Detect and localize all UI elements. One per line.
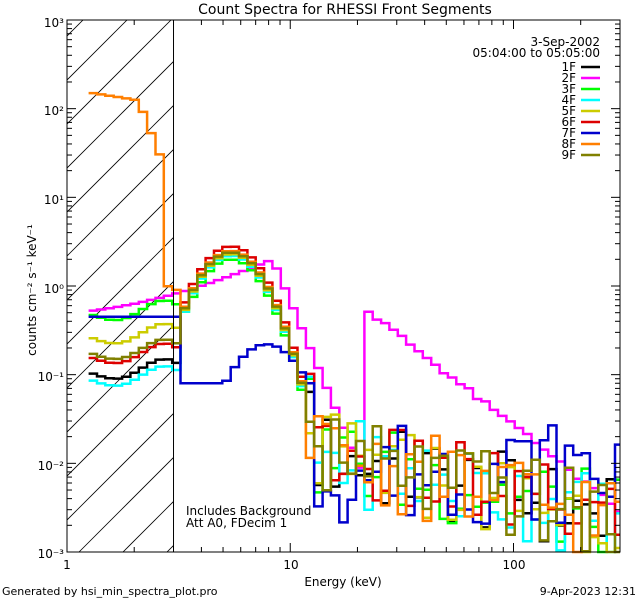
axis-ticks bbox=[66, 19, 621, 553]
y-tick-label-1e3: 10³ bbox=[44, 16, 64, 30]
y-axis-label: counts cm⁻² s⁻¹ keV⁻¹ bbox=[25, 224, 39, 356]
y-tick-label-1e2: 10² bbox=[44, 104, 64, 118]
plot-frame bbox=[66, 19, 621, 553]
legend-label-5f: 5F bbox=[561, 104, 576, 118]
legend-label-1f: 1F bbox=[561, 60, 576, 74]
hatch-line bbox=[67, 368, 174, 477]
annotation-attenuator: Att A0, FDecim 1 bbox=[186, 516, 287, 530]
excluded-energy-hatch bbox=[67, 20, 174, 552]
hatch-line bbox=[67, 20, 128, 81]
hatch-line bbox=[67, 20, 172, 125]
hatch-line bbox=[67, 236, 174, 345]
legend-label-2f: 2F bbox=[561, 71, 576, 85]
x-tick-label-10: 10 bbox=[283, 558, 298, 572]
y-tick-label-1e1: 10¹ bbox=[44, 193, 64, 207]
y-tick-label-1e-3: 10⁻³ bbox=[38, 547, 65, 561]
chart-title: Count Spectra for RHESSI Front Segments bbox=[198, 2, 492, 18]
annotation-background: Includes Background bbox=[186, 504, 311, 518]
y-tick-label-1e-1: 10⁻¹ bbox=[38, 370, 65, 384]
y-tick-label-1e0: 10⁰ bbox=[44, 282, 64, 296]
legend-label-3f: 3F bbox=[561, 82, 576, 96]
legend-label-6f: 6F bbox=[561, 115, 576, 129]
hatch-line bbox=[67, 192, 174, 301]
time-range-label: 05:04:00 to 05:05:00 bbox=[473, 46, 600, 60]
date-label: 3-Sep-2002 bbox=[531, 35, 600, 49]
x-axis-label: Energy (keV) bbox=[304, 575, 381, 589]
legend-label-7f: 7F bbox=[561, 126, 576, 140]
series-line-9f bbox=[88, 251, 620, 554]
hatch-line bbox=[67, 60, 174, 169]
hatch-line bbox=[67, 412, 174, 521]
legend-label-4f: 4F bbox=[561, 93, 576, 107]
footer-generated-by: Generated by hsi_min_spectra_plot.pro bbox=[2, 585, 218, 598]
footer-timestamp: 9-Apr-2023 12:31 bbox=[540, 585, 636, 598]
legend-label-9f: 9F bbox=[561, 148, 576, 162]
legend-label-8f: 8F bbox=[561, 137, 576, 151]
x-tick-label-1: 1 bbox=[63, 558, 71, 572]
spectra-series bbox=[88, 91, 620, 554]
x-tick-label-100: 100 bbox=[503, 558, 526, 572]
y-tick-label-1e-2: 10⁻² bbox=[38, 459, 65, 473]
hatch-line bbox=[78, 456, 174, 552]
